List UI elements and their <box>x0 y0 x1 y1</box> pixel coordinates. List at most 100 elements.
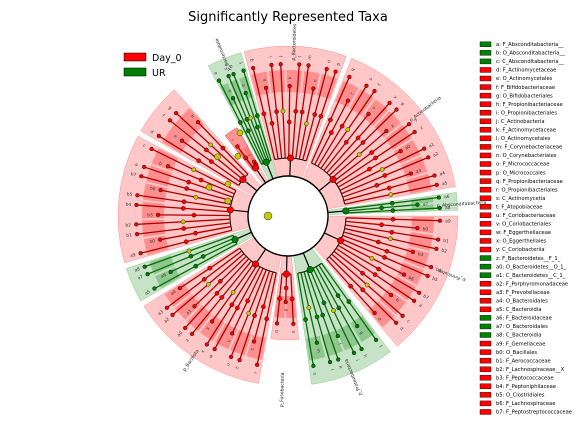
tree-root-ring <box>247 175 329 257</box>
taxa-key-label-a9: a9: F_Gemellaceae <box>496 341 545 347</box>
node-mid-proteobacteria-ur-7 <box>306 305 312 310</box>
node-mid-absconditabacteria-ur-2 <box>390 208 396 213</box>
node-mid-minor-ur-0 <box>193 263 199 269</box>
node-mid-bacteroidetes-day0-9 <box>318 113 324 119</box>
node-mid-bacillota-day0-1 <box>261 304 266 310</box>
clade-letter-a2: a2 <box>432 151 440 159</box>
node-mid-bacillota-day0-2 <box>252 313 257 318</box>
taxa-key-swatch-u <box>479 212 492 219</box>
taxa-key-swatch-v <box>479 221 492 227</box>
node-mid-bacillota-day0-9 <box>214 291 220 296</box>
taxa-key-label-z: z: F_Bacteroidetes__F_1_ <box>496 256 561 262</box>
node-tip-actinobacteria-day0-6 <box>394 107 399 112</box>
node-mid-firmicutes-day0-2 <box>389 229 395 235</box>
taxa-key-label-g: g: O_Bifidobacteriales <box>496 93 553 99</box>
clade-subsector-bacteroidota-ur-2 <box>239 75 253 100</box>
phylum-label-3: p_Absconditabacteria <box>437 200 487 209</box>
node-mid-absconditabacteria-ur-1 <box>379 205 384 211</box>
clade-letter-e: e <box>376 317 382 323</box>
node-tip-bacillota-day0-5 <box>212 347 217 352</box>
clade-letter-e: e <box>172 134 177 140</box>
clade-letter-w: w <box>209 353 215 359</box>
phylum-label-1: p_Bacteroidetes <box>291 23 298 61</box>
clade-letter-a2: a2 <box>163 316 171 324</box>
clade-letter-h: h <box>189 114 195 120</box>
node-mid-actinobacteria-day0-3 <box>345 127 351 132</box>
taxa-key-swatch-a1 <box>479 272 492 278</box>
clade-letter-g: g <box>358 331 364 336</box>
node-mid-bacillota-day0-7 <box>230 290 236 295</box>
node-tip-bacteroidetes-day0-4 <box>287 83 292 89</box>
clade-letter-b2: b2 <box>441 248 448 255</box>
node-mid-bacteroidota-ur-4 <box>255 124 260 130</box>
clade-letter-b5: b5 <box>431 276 439 284</box>
node-tip-proteobacteria-ur-0 <box>373 337 379 343</box>
node-mid-firmicutes-day0-10 <box>360 270 365 276</box>
legend-swatch-day0 <box>123 52 147 62</box>
node-clade-clostridia-day0 <box>226 206 234 214</box>
node-mid-minor-ur-2 <box>188 253 194 259</box>
clade-letter-a1: a1 <box>185 308 193 316</box>
node-mid-firmicutes-outer-day0-2 <box>204 147 209 153</box>
taxa-key-label-d: d: F_Actinomycetaceae <box>496 68 556 74</box>
node-tip-bacillota-day0-1 <box>251 339 257 344</box>
clade-letter-a5: a5 <box>144 289 152 297</box>
node-tip-firmicutes-day0-13 <box>372 310 377 316</box>
node-mid-bacteroidota-ur-3 <box>248 115 253 121</box>
taxa-key-swatch-a8 <box>479 332 492 338</box>
node-mid-bacteroidetes-day0-5 <box>293 108 299 114</box>
clade-letter-a8: a8 <box>134 266 141 274</box>
clade-letter-i: i <box>268 56 274 58</box>
taxa-key-swatch-a <box>479 41 492 47</box>
node-tip-firmicutes-outer-day0-3 <box>174 111 179 116</box>
clade-letter-x: x <box>390 124 396 130</box>
node-tip-actinobacteria-day0-7 <box>384 128 389 134</box>
clade-subsector-minor-ur-1 <box>149 255 175 275</box>
taxa-key-swatch-a7 <box>479 323 492 330</box>
taxa-key-swatch-t <box>479 204 492 210</box>
clade-letter-k: k <box>287 76 293 79</box>
clade-letter-t: t <box>377 82 383 87</box>
clade-letter-a: a <box>418 303 423 309</box>
taxa-key-label-u: u: F_Coriobacteriaceae <box>496 213 556 219</box>
node-mid-clostridia-day0-9 <box>186 179 191 185</box>
node-tip-actinobacteria-day0-8 <box>406 122 412 127</box>
clade-letter-l: l <box>297 56 303 58</box>
clade-subsector-bacteroidota-ur-0 <box>220 83 237 107</box>
clade-letter-y: y <box>414 117 419 123</box>
clade-letter-b: b <box>394 297 400 304</box>
taxa-key-swatch-i <box>479 109 492 116</box>
taxa-key-swatch-f <box>479 84 492 90</box>
taxa-key-label-a7: a7: O_Bacteroidales <box>496 324 548 330</box>
clade-letter-i: i <box>230 138 236 143</box>
clade-letter-b7: b7 <box>130 171 137 178</box>
node-neutral-0 <box>224 180 232 188</box>
node-tip-actinobacteria-day0-10 <box>398 149 403 154</box>
node-mid-actinobacteria-day0-9 <box>373 155 378 161</box>
clade-letter-l: l <box>329 368 335 371</box>
clade-letter-f: f <box>238 61 244 65</box>
clade-letter-k: k <box>337 365 344 370</box>
node-tip-clostridia-day0-7 <box>158 187 163 193</box>
legend-label-ur: UR <box>152 68 166 79</box>
node-tip-firmicutes-day0-6 <box>425 273 430 279</box>
node-tip-firmicutes-day0-3 <box>434 246 439 251</box>
clade-letter-z: z <box>185 338 191 343</box>
node-mid-bacteroidetes-day0-7 <box>304 121 309 127</box>
clade-letter-j: j <box>278 55 284 58</box>
node-tip-actinobacteria-day0-0 <box>347 74 352 80</box>
clade-letter-e: e <box>241 83 247 87</box>
taxa-key-swatch-y <box>479 246 492 253</box>
node-mid-actinobacteria-day0-6 <box>360 140 366 145</box>
tree-nodes <box>134 62 443 368</box>
clade-subsector-proteobacteria-ur-1 <box>336 324 360 351</box>
node-mid-bacillota-day0-8 <box>219 295 225 300</box>
node-mid-proteobacteria-ur-8 <box>303 317 308 322</box>
clade-letter-t: t <box>234 366 240 370</box>
clade-letter-a8: a8 <box>445 205 451 211</box>
taxa-key-label-a: a: F_Absconditabacteria__ <box>496 42 564 48</box>
node-tip-firmicutes-day0-9 <box>412 298 417 303</box>
node-mid-actinobacteria-day0-5 <box>355 135 361 141</box>
taxa-key-label-a1: a1: C_Bacteroidetes__C_1_ <box>496 273 566 279</box>
taxa-key-swatch-z <box>479 255 492 261</box>
